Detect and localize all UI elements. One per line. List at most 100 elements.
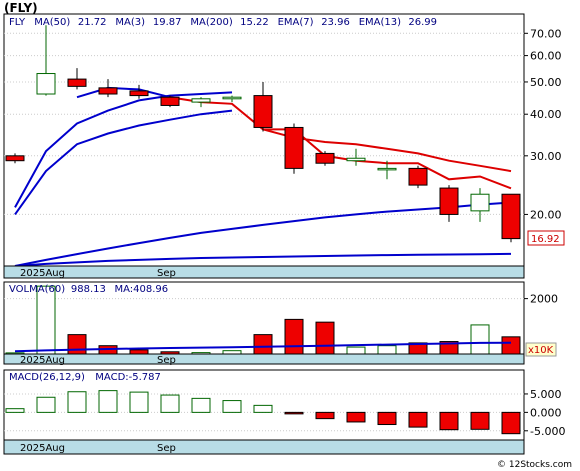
candle-body: [67, 78, 87, 87]
legend-entry: 21.72: [78, 17, 107, 28]
macd-bar: [315, 411, 335, 420]
macd-bar: [191, 397, 211, 413]
volume-unit-label: x10K: [528, 345, 554, 356]
volume-bar: [253, 334, 273, 355]
legend-entry: MA(50): [34, 17, 70, 28]
macd-bar: [470, 411, 490, 430]
macd-bar: [377, 411, 397, 426]
legend-entry: 26.99: [408, 17, 437, 28]
volume-bar: [67, 334, 87, 355]
candle-body: [377, 167, 397, 171]
legend-entry: MACD(26,12,9): [9, 372, 85, 383]
price-candles: [5, 25, 521, 243]
candle-body: [160, 96, 180, 106]
macd-bar: [160, 394, 180, 413]
volume-bar: [501, 336, 521, 355]
price-date-sep: Sep: [157, 268, 176, 279]
macd-bar: [501, 411, 521, 435]
candle-body: [501, 193, 521, 240]
chart-title: (FLY): [4, 1, 38, 15]
legend-entry: 19.87: [153, 17, 182, 28]
candle-body: [36, 73, 56, 95]
volume-legend: VOLMA(60) 988.13 MA:408.96: [9, 284, 168, 295]
price-y-tick-label: 50.00: [530, 76, 562, 89]
macd-bar: [346, 411, 366, 423]
macd-bar: [5, 408, 25, 413]
macd-y-tick-label: -5.000: [530, 425, 565, 438]
volume-y-tick-label: 2000: [530, 293, 558, 306]
macd-y-axis: 5.000 0.000 -5.000: [524, 388, 565, 438]
macd-y-tick-label: 5.000: [530, 388, 562, 401]
candle-body: [439, 187, 459, 215]
legend-entry: MA(3): [115, 17, 145, 28]
legend-entry: VOLMA(60): [9, 284, 65, 295]
volume-bar: [315, 321, 335, 355]
price-panel: FLY MA(50) 21.72 MA(3) 19.87 MA(200) 15.22 EMA(…: [3, 13, 565, 279]
macd-legend: MACD(26,12,9) MACD:-5.787: [9, 372, 161, 383]
legend-entry: MA(200): [190, 17, 232, 28]
macd-panel: MACD(26,12,9) MACD:-5.787 5.000 0.000 -5.00…: [3, 369, 565, 455]
price-plot-area: [3, 13, 525, 267]
volume-bar: [284, 318, 304, 355]
price-series-line: [14, 201, 512, 267]
legend-entry: EMA(7): [278, 17, 314, 28]
candle-body: [408, 167, 428, 186]
macd-bars: [5, 390, 521, 435]
macd-bar: [67, 391, 87, 413]
price-y-tick-label: 60.00: [530, 50, 562, 63]
price-series-line: [14, 91, 233, 208]
price-date-strip: [3, 265, 525, 279]
volume-date-aug: 2025Aug: [20, 355, 65, 366]
macd-bar: [36, 396, 56, 413]
price-legend: FLY MA(50) 21.72 MA(3) 19.87 MA(200) 15.22 EMA(…: [9, 17, 437, 28]
legend-entry: FLY: [9, 17, 26, 28]
candle-body: [98, 87, 118, 95]
macd-bar: [284, 411, 304, 415]
volume-bar: [346, 346, 366, 355]
macd-bar: [408, 411, 428, 428]
candle-body: [470, 193, 490, 212]
candle-body: [315, 152, 335, 164]
volume-date-strip: [3, 353, 525, 365]
candle-body: [129, 90, 149, 97]
volume-date-sep: Sep: [157, 355, 176, 366]
price-y-tick-label: 30.00: [530, 150, 562, 163]
macd-bar: [98, 390, 118, 413]
candle-body: [253, 95, 273, 128]
price-date-aug: 2025Aug: [20, 268, 65, 279]
price-y-tick-label: 20.00: [530, 208, 562, 221]
last-price-box: [527, 230, 565, 246]
volume-bar: [129, 349, 149, 355]
price-y-tick-label: 70.00: [530, 27, 562, 40]
price-y-axis: 70.00 60.00 50.00 40.00 30.00 20.00: [524, 27, 562, 221]
price-series-line: [14, 252, 512, 267]
last-price-label: 16.92: [531, 234, 560, 245]
macd-date-aug: 2025Aug: [20, 443, 65, 454]
volume-unit-box: [525, 342, 557, 357]
volume-ma-path: [14, 341, 512, 353]
price-series-line: [169, 96, 512, 173]
legend-entry: MACD:-5.787: [95, 372, 161, 383]
legend-entry: 988.13: [71, 284, 106, 295]
macd-date-sep: Sep: [157, 443, 176, 454]
volume-bar: [36, 285, 56, 355]
volume-y-axis: 2000: [524, 293, 558, 306]
candle-body: [5, 155, 25, 162]
volume-panel: VOLMA(60) 988.13 MA:408.96 2000 x10K 2025A…: [3, 281, 558, 366]
price-y-tick-label: 40.00: [530, 108, 562, 121]
macd-date-strip: [3, 439, 525, 455]
volume-bar: [470, 324, 490, 355]
legend-entry: EMA(13): [359, 17, 401, 28]
macd-bar: [222, 400, 242, 413]
candle-body: [222, 96, 242, 100]
macd-y-tick-label: 0.000: [530, 406, 562, 419]
legend-entry: MA:408.96: [115, 284, 169, 295]
volume-bars: [5, 285, 521, 355]
volume-bar: [377, 345, 397, 355]
footer-credit: © 12Stocks.com: [497, 460, 572, 470]
legend-entry: 23.96: [321, 17, 350, 28]
macd-bar: [253, 404, 273, 413]
macd-bar: [129, 391, 149, 413]
price-series-line: [76, 86, 171, 99]
